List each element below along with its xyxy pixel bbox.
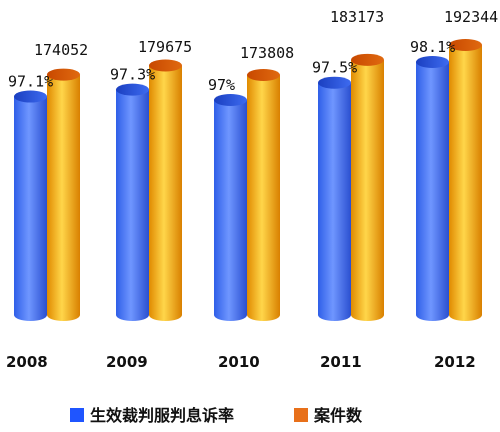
x-tick-2008: 2008: [6, 353, 48, 371]
bar-cases-2009: [149, 59, 182, 321]
legend-label-rate: 生效裁判服判息诉率: [90, 406, 234, 425]
legend-swatch-rate: [70, 408, 84, 422]
x-tick-2009: 2009: [106, 353, 148, 371]
bar-rate-2010: [214, 94, 247, 321]
label-rate-2009: 97.3%: [110, 66, 155, 84]
bar-cases-2010: [247, 69, 280, 321]
bar-cases-2012: [449, 39, 482, 321]
x-tick-2011: 2011: [320, 353, 362, 371]
bar-rate-2012: [416, 56, 449, 321]
bar-rate-2009: [116, 83, 149, 321]
legend-label-cases: 案件数: [313, 406, 363, 425]
bar-cases-2008: [47, 68, 80, 321]
bar-rate-2008: [14, 90, 47, 321]
label-rate-2008: 97.1%: [8, 73, 53, 91]
label-cases-2009: 179675: [138, 38, 192, 56]
legend-swatch-cases: [294, 408, 308, 422]
x-axis-labels: 2008 2009 2010 2011 2012: [6, 353, 476, 371]
legend: 生效裁判服判息诉率 案件数: [70, 406, 363, 425]
label-cases-2008: 174052: [34, 41, 88, 59]
label-cases-2011: 183173: [330, 8, 384, 26]
label-rate-2012: 98.1%: [410, 38, 455, 56]
label-rate-2011: 97.5%: [312, 59, 357, 77]
label-cases-2010: 173808: [240, 44, 294, 62]
bars-layer: [14, 39, 482, 321]
x-tick-2010: 2010: [218, 353, 260, 371]
labels-layer: 97.1% 174052 97.3% 179675 97% 173808 97.5% 1831…: [8, 8, 498, 94]
bar-cases-2011: [351, 53, 384, 321]
label-rate-2010: 97%: [208, 76, 235, 94]
bar-rate-2011: [318, 76, 351, 321]
x-tick-2012: 2012: [434, 353, 476, 371]
label-cases-2012: 192344: [444, 8, 498, 26]
